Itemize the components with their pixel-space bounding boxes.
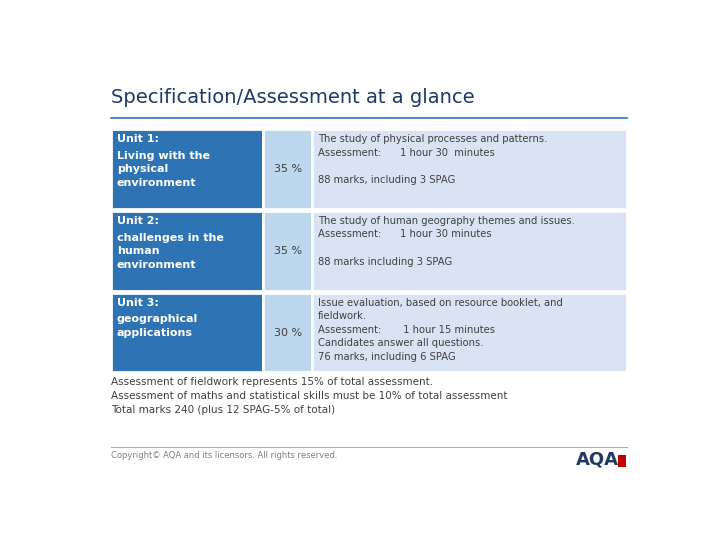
Text: 30 %: 30 %	[274, 327, 302, 338]
Text: Unit 2:: Unit 2:	[117, 216, 159, 226]
Text: Unit 1:: Unit 1:	[117, 134, 159, 144]
Text: Issue evaluation, based on resource booklet, and
fieldwork.
Assessment:       1 : Issue evaluation, based on resource book…	[318, 298, 563, 362]
Bar	[264, 129, 312, 209]
Text: Unit 3:: Unit 3:	[117, 298, 158, 307]
Bar	[111, 211, 264, 291]
Text: The study of human geography themes and issues.
Assessment:      1 hour 30 minut: The study of human geography themes and …	[318, 216, 575, 267]
Bar	[618, 455, 626, 467]
Bar	[111, 129, 264, 209]
Text: 35 %: 35 %	[274, 164, 302, 174]
Text: Living with the
physical
environment: Living with the physical environment	[117, 151, 210, 188]
Text: geographical
applications: geographical applications	[117, 314, 198, 338]
Text: challenges in the
human
environment: challenges in the human environment	[117, 233, 224, 269]
Text: Assessment of fieldwork represents 15% of total assessment.
Assessment of maths : Assessment of fieldwork represents 15% o…	[111, 377, 508, 415]
Bar	[264, 293, 312, 373]
Bar	[264, 211, 312, 291]
Text: Specification/Assessment at a glance: Specification/Assessment at a glance	[111, 87, 474, 107]
Bar	[312, 129, 627, 209]
Bar	[111, 293, 264, 373]
Text: The study of physical processes and patterns.
Assessment:      1 hour 30  minute: The study of physical processes and patt…	[318, 134, 547, 185]
Bar	[312, 293, 627, 373]
Text: 35 %: 35 %	[274, 246, 302, 256]
Bar	[312, 211, 627, 291]
Text: AQA: AQA	[575, 451, 618, 469]
Text: Copyright© AQA and its licensors. All rights reserved.: Copyright© AQA and its licensors. All ri…	[111, 451, 338, 461]
